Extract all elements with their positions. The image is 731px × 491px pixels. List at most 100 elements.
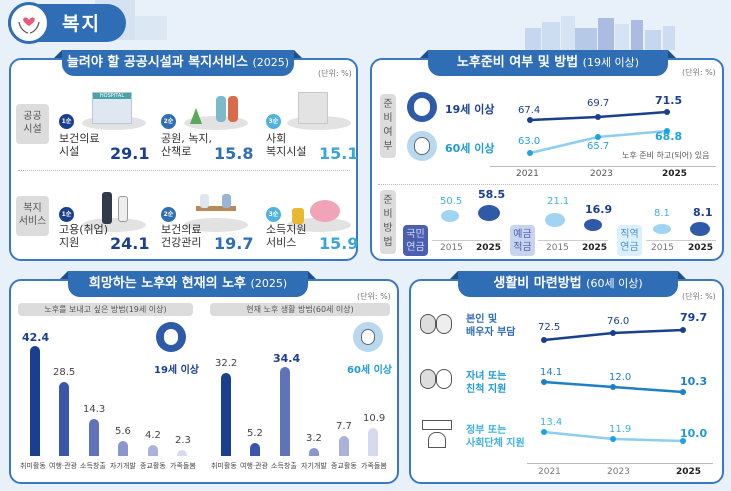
bar-value: 32.2: [215, 358, 238, 369]
label-19plus: 19세 이상: [445, 103, 495, 116]
coin-icon: [584, 219, 602, 231]
bar-value: 3.2: [306, 433, 322, 444]
bar-label: 취미활동: [211, 462, 237, 470]
year-label: 2025: [688, 243, 714, 253]
bar-label: 자기개발: [301, 462, 327, 470]
bar-label: 취미활동: [20, 462, 46, 470]
avatar-19plus: [156, 322, 186, 352]
item-value: 15.8: [214, 144, 254, 163]
bar: [30, 346, 40, 456]
item-shadow: [184, 218, 248, 232]
axis-line: [646, 240, 716, 241]
value: 11.9: [609, 424, 632, 435]
panel2-title: 노후준비 여부 및 방법 (19세 이상): [420, 50, 676, 76]
bar: [118, 441, 128, 456]
bar-label: 여행·관광: [240, 462, 268, 470]
method-value: 21.1: [547, 196, 570, 207]
tag-national-pension: 국민 연금: [403, 225, 428, 256]
bar: [368, 428, 378, 456]
piggy-bank-illustration: [292, 192, 348, 226]
bar: [59, 382, 69, 456]
avatar-60plus: [353, 322, 383, 352]
tag-savings: 예금 적금: [510, 225, 535, 256]
item-value: 15.1: [319, 144, 359, 163]
avatar-19plus: [407, 92, 437, 122]
value: 10.0: [680, 427, 708, 440]
heart-hands-icon: [8, 2, 50, 44]
value: 10.3: [680, 375, 708, 388]
unit-label: (단위: %): [318, 69, 352, 78]
year-label: 2015: [440, 243, 463, 253]
value: 14.1: [540, 367, 563, 378]
left-header: 노후를 보내고 싶은 방법(19세 이상): [18, 303, 193, 316]
right-header: 현재 노후 생활 방법(60세 이상): [210, 303, 390, 316]
rank-badge: 3순위: [266, 114, 281, 140]
health-consult-illustration: [196, 192, 236, 226]
avatar-60plus: [407, 131, 437, 161]
item-shadow: [82, 218, 146, 232]
tag-public-facilities: 공공 시설: [16, 104, 49, 144]
divider: [18, 170, 350, 171]
item-value: 24.1: [110, 234, 150, 253]
panel1-title: 늘려야 할 공공시설과 복지서비스 (2025): [54, 50, 302, 76]
panel-living-expenses: [409, 279, 724, 484]
bar: [309, 448, 319, 456]
label-19plus: 19세 이상: [154, 365, 199, 376]
bar-label: 가족돌봄: [170, 462, 196, 470]
row-label: 본인 및 배우자 부담: [466, 314, 516, 338]
tag-welfare-services: 복지 서비스: [16, 196, 49, 236]
method-value: 58.5: [478, 188, 506, 201]
coin-stack-icon: [545, 213, 565, 227]
panel4-title: 생활비 마련방법 (60세 이상): [450, 271, 686, 297]
value-60plus-2023: 65.7: [587, 141, 610, 152]
item-label: 보건의료 건강관리: [161, 223, 202, 249]
year-label: 2021: [516, 169, 539, 179]
tag-occupational-pension: 직역 연금: [617, 225, 642, 256]
prep-status-line-chart: [527, 109, 670, 156]
year-label: 2025: [676, 467, 702, 477]
unit-label: (단위: %): [682, 292, 716, 301]
value: 72.5: [538, 322, 561, 333]
method-value: 50.5: [440, 196, 463, 207]
unit-label: (단위: %): [682, 68, 716, 77]
bar-value: 7.7: [336, 421, 352, 432]
method-value: 8.1: [693, 206, 713, 219]
living-expense-line-chart: [541, 327, 686, 444]
value-60plus-2025: 68.8: [655, 130, 683, 143]
bar-label: 종교활동: [331, 462, 357, 470]
city-skyline-illustration: [525, 10, 725, 50]
park-walk-illustration: [190, 96, 246, 126]
rank-badge: 2순위: [161, 207, 176, 233]
bar-value: 28.5: [53, 367, 76, 378]
item-label: 소득지원 서비스: [266, 223, 307, 249]
value-60plus-2021: 63.0: [518, 136, 541, 147]
bar-value: 4.2: [145, 430, 161, 441]
welfare-facility-illustration: [298, 92, 328, 124]
coin-stack-icon: [478, 205, 500, 221]
row-label: 자녀 또는 친척 지원: [466, 371, 507, 395]
bar-label: 종교활동: [140, 462, 166, 470]
government-icon: [420, 420, 454, 450]
value: 79.7: [680, 311, 708, 324]
item-label: 공원, 녹지, 산책로: [161, 132, 212, 158]
axis-line: [490, 166, 716, 167]
year-label: 2015: [651, 243, 674, 253]
bar-label: 소득창출: [80, 462, 106, 470]
year-label: 2025: [662, 169, 688, 179]
divider: [378, 184, 718, 185]
axis-line: [432, 240, 502, 241]
bar-label: 가족돌봄: [361, 462, 387, 470]
year-label: 2025: [476, 243, 502, 253]
bar-value: 5.6: [115, 426, 131, 437]
year-label: 2023: [590, 169, 613, 179]
method-value: 8.1: [654, 208, 670, 219]
coin-stack-icon: [690, 222, 710, 236]
couple-icon: [420, 312, 454, 340]
rank-badge: 2순위: [161, 114, 176, 140]
bar: [250, 443, 260, 456]
item-label: 고용(취업) 지원: [59, 223, 109, 249]
label-60plus: 60세 이상: [445, 142, 495, 155]
year-label: 2025: [582, 243, 608, 253]
